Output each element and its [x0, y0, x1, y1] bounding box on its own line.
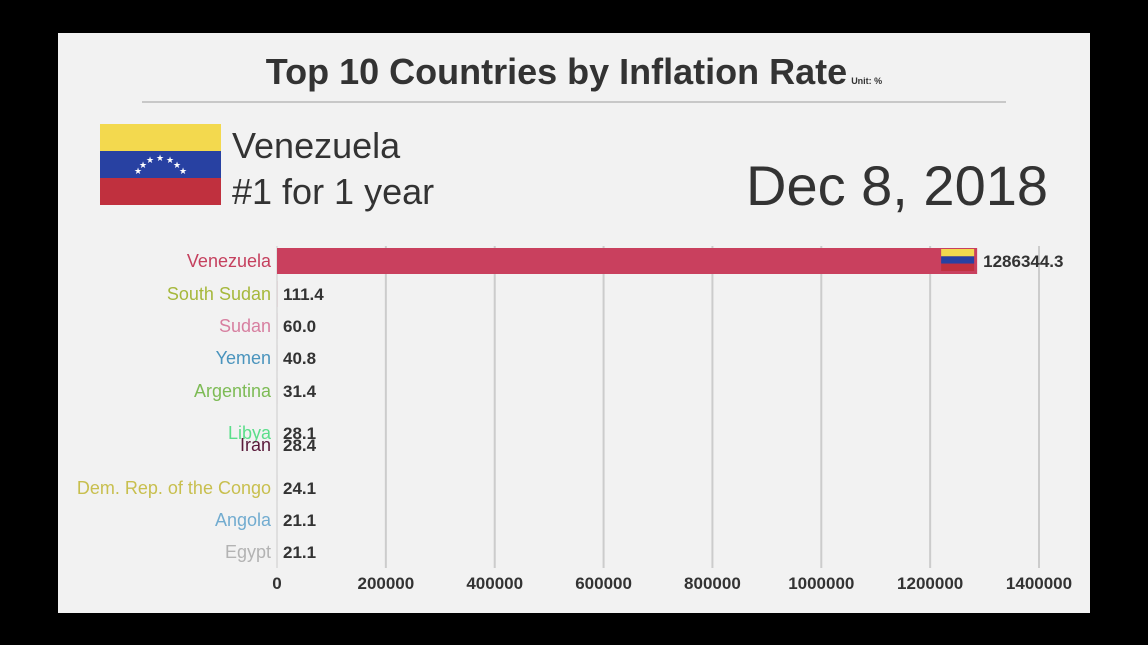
flag-stripe — [941, 256, 975, 264]
title-row: Top 10 Countries by Inflation Rate Unit: … — [58, 51, 1090, 93]
flag-stripe — [941, 249, 975, 257]
category-label: Argentina — [194, 381, 272, 401]
unit-label: Unit: % — [851, 76, 883, 86]
category-label: Libya — [228, 423, 272, 443]
value-label: 60.0 — [283, 317, 316, 336]
venezuela-flag-icon: ★ ★ ★ ★ ★ ★ ★ — [100, 124, 221, 205]
value-label: 31.4 — [283, 382, 317, 401]
x-tick-label: 600000 — [575, 574, 632, 593]
value-label: 24.1 — [283, 479, 316, 498]
value-label: 21.1 — [283, 543, 316, 562]
category-label: Yemen — [216, 348, 271, 368]
x-tick-label: 0 — [272, 574, 281, 593]
category-label: Dem. Rep. of the Congo — [77, 478, 271, 498]
x-tick-label: 1200000 — [897, 574, 963, 593]
value-label: 1286344.3 — [983, 252, 1063, 271]
bar — [277, 248, 978, 274]
svg-text:★: ★ — [166, 156, 174, 166]
date-label: Dec 8, 2018 — [746, 154, 1048, 217]
chart-panel: Top 10 Countries by Inflation Rate Unit: … — [58, 33, 1090, 613]
svg-text:★: ★ — [134, 167, 142, 177]
svg-text:★: ★ — [156, 154, 164, 164]
svg-text:★: ★ — [179, 167, 187, 177]
value-label: 28.4 — [283, 436, 317, 455]
flag-stripe — [941, 263, 975, 271]
category-label: South Sudan — [167, 284, 271, 304]
leader-streak: #1 for 1 year — [232, 171, 435, 212]
value-label: 40.8 — [283, 349, 316, 368]
category-label: Angola — [215, 510, 272, 530]
value-label: 111.4 — [283, 285, 324, 304]
value-label: 21.1 — [283, 511, 316, 530]
category-label: Egypt — [225, 542, 271, 562]
svg-text:★: ★ — [173, 161, 181, 171]
svg-text:★: ★ — [139, 161, 147, 171]
leader-name: Venezuela — [232, 125, 401, 166]
svg-text:★: ★ — [146, 156, 154, 166]
chart-title: Top 10 Countries by Inflation Rate — [265, 51, 848, 92]
bar-chart: 0 200000 400000 600000 800000 1000000 1200000 1… — [77, 246, 1072, 593]
x-tick-label: 800000 — [684, 574, 741, 593]
x-tick-label: 1400000 — [1006, 574, 1072, 593]
value-label: 28.1 — [283, 424, 316, 443]
category-label: Venezuela — [187, 251, 272, 271]
venezuela-flag-icon — [941, 249, 975, 271]
x-tick-label: 1000000 — [788, 574, 854, 593]
category-label: Iran — [240, 435, 271, 455]
x-tick-label: 400000 — [466, 574, 523, 593]
x-tick-label: 200000 — [357, 574, 414, 593]
category-label: Sudan — [219, 316, 271, 336]
title-divider — [142, 101, 1006, 103]
